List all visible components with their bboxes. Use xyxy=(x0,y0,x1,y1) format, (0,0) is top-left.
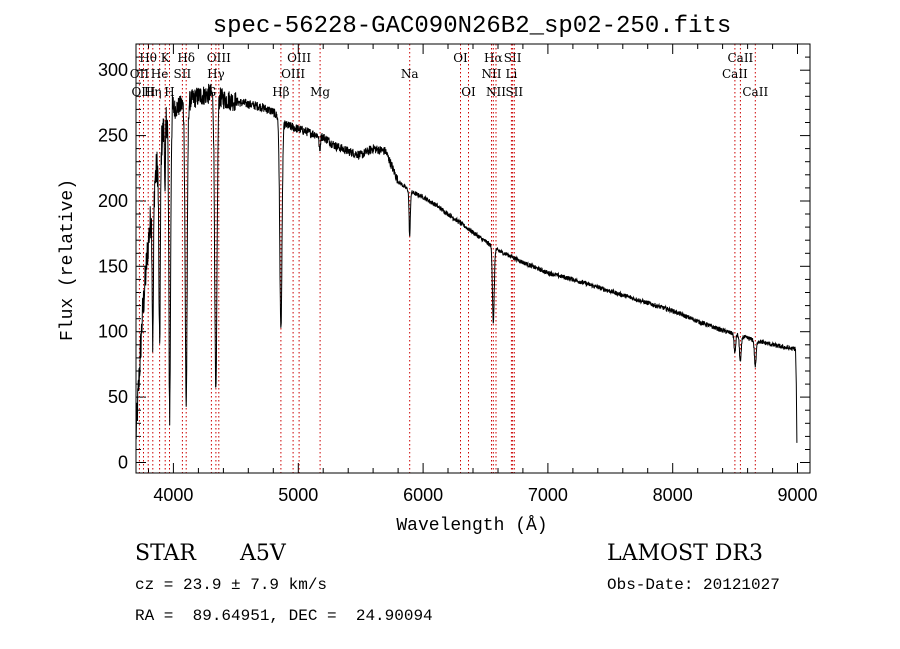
line-marker-label: OII xyxy=(130,67,150,81)
x-tick-label: 4000 xyxy=(153,485,193,505)
x-tick-label: 6000 xyxy=(403,485,443,505)
y-tick-label: 100 xyxy=(98,322,128,342)
line-marker-label: CaII xyxy=(722,67,748,81)
line-marker-label: Hγ xyxy=(207,67,225,81)
line-marker-label: Hα xyxy=(484,51,503,65)
line-marker-label: NII xyxy=(482,67,502,81)
line-marker-label: OIII xyxy=(287,51,311,65)
plot-frame xyxy=(135,43,811,474)
line-marker-label: Mg xyxy=(310,85,330,99)
y-tick-label: 250 xyxy=(98,126,128,146)
x-axis-label: Wavelength (Å) xyxy=(396,515,547,536)
plot-area: 4000 5000 6000 7000 8000 9000 0 50 100 150 200 250 3… xyxy=(98,44,818,505)
line-marker-label: H xyxy=(164,85,174,99)
x-tick-label: 9000 xyxy=(777,485,817,505)
line-marker-label: NII xyxy=(486,85,506,99)
line-marker-label: OI xyxy=(461,85,476,99)
line-marker-label: OIII xyxy=(207,51,231,65)
y-tick-label: 200 xyxy=(98,191,128,211)
line-marker-label: SII xyxy=(174,67,192,81)
line-marker-label: Hθ xyxy=(139,51,157,65)
line-marker-label: He xyxy=(151,67,169,81)
spectrum-line xyxy=(135,83,798,443)
obs-date: Obs-Date: 20121027 xyxy=(607,576,780,594)
survey-name: LAMOST DR3 xyxy=(607,541,763,566)
line-marker-label: Li xyxy=(505,67,517,81)
line-marker-label: SII xyxy=(505,85,523,99)
y-axis-label: Flux (relative) xyxy=(58,179,78,341)
line-marker-label: CaII xyxy=(727,51,753,65)
x-tick-label: 7000 xyxy=(528,485,568,505)
chart-title: spec-56228-GAC090N26B2_sp02-250.fits xyxy=(213,13,731,40)
y-tick-label: 150 xyxy=(98,256,128,276)
y-tick-label: 300 xyxy=(98,60,128,80)
line-marker-label: Na xyxy=(401,67,419,81)
line-marker-label: Hβ xyxy=(272,85,289,99)
line-marker-label: Hη xyxy=(144,85,162,99)
object-subclass: A5V xyxy=(239,541,287,566)
x-tick-label: 8000 xyxy=(653,485,693,505)
line-marker-label: CaII xyxy=(742,85,768,99)
line-marker-label: Hδ xyxy=(177,51,195,65)
coordinates: RA = 89.64951, DEC = 24.90094 xyxy=(135,607,433,625)
line-marker-label: OIII xyxy=(281,67,305,81)
object-class: STAR xyxy=(135,541,197,566)
line-marker-label: OI xyxy=(453,51,468,65)
line-marker-label: K xyxy=(161,51,171,65)
y-tick-label: 0 xyxy=(118,453,128,473)
redshift-value: cz = 23.9 ± 7.9 km/s xyxy=(135,576,327,594)
y-tick-label: 50 xyxy=(108,387,128,407)
line-marker-label: SII xyxy=(504,51,522,65)
x-tick-label: 5000 xyxy=(278,485,318,505)
line-marker-label: OIII xyxy=(131,85,155,99)
